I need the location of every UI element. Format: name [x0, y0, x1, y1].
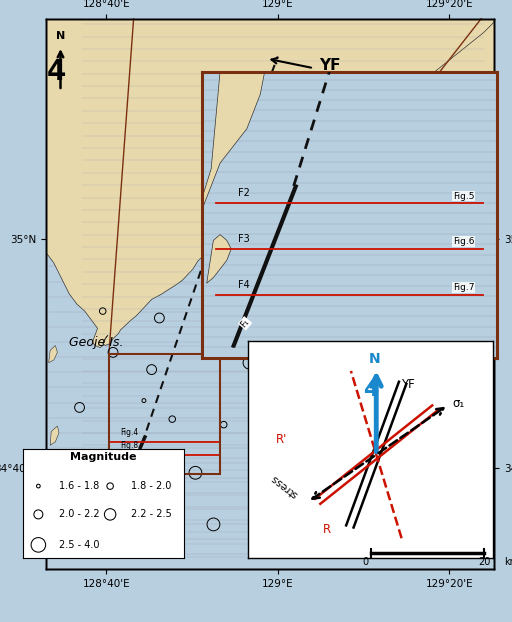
Text: km: km: [504, 557, 512, 567]
Point: [34, 509, 42, 519]
Text: F₁: F₁: [239, 317, 251, 330]
Polygon shape: [50, 426, 59, 445]
Text: Fig.6: Fig.6: [453, 238, 474, 246]
Polygon shape: [46, 19, 494, 348]
Text: YF: YF: [401, 378, 415, 391]
Text: F4: F4: [238, 280, 250, 290]
Text: Magnitude: Magnitude: [71, 452, 137, 462]
Text: 1.8 - 2.0: 1.8 - 2.0: [131, 481, 172, 491]
Point: [34, 481, 42, 491]
Point: [75, 402, 83, 412]
Text: F2: F2: [238, 188, 250, 198]
Text: Fig.5: Fig.5: [453, 192, 474, 200]
Point: [140, 396, 148, 406]
Text: Fig.7: Fig.7: [453, 283, 474, 292]
Text: 2.5 - 4.0: 2.5 - 4.0: [59, 540, 100, 550]
Point: [147, 364, 156, 374]
Text: Fig.4: Fig.4: [121, 428, 139, 437]
Polygon shape: [51, 476, 61, 495]
Text: 1.6 - 1.8: 1.6 - 1.8: [59, 481, 99, 491]
Text: F3: F3: [238, 234, 250, 244]
Point: [191, 468, 200, 478]
Point: [232, 310, 241, 320]
Text: stress: stress: [269, 472, 300, 499]
Text: Fig.8: Fig.8: [121, 441, 139, 450]
Point: [99, 306, 107, 316]
Text: N: N: [369, 352, 380, 366]
Text: F₁: F₁: [132, 448, 143, 459]
Point: [150, 454, 158, 464]
Text: 4: 4: [363, 379, 378, 399]
Point: [106, 509, 114, 519]
Polygon shape: [46, 19, 494, 205]
Text: F₁: F₁: [225, 172, 236, 184]
Point: [168, 414, 176, 424]
Point: [135, 506, 143, 516]
Point: [330, 509, 338, 519]
Text: Geoje Is.: Geoje Is.: [69, 335, 124, 348]
Text: 2.2 - 2.5: 2.2 - 2.5: [131, 509, 172, 519]
Polygon shape: [49, 345, 57, 363]
Point: [155, 313, 163, 323]
Point: [209, 519, 218, 529]
Point: [34, 540, 42, 550]
Text: YF: YF: [319, 58, 340, 73]
Text: 4: 4: [47, 58, 66, 86]
Text: R': R': [276, 433, 288, 446]
Text: 20: 20: [478, 557, 490, 567]
Point: [170, 533, 179, 543]
Text: ?: ?: [75, 547, 83, 562]
Text: σ₁: σ₁: [453, 397, 465, 410]
Bar: [109, 354, 220, 474]
Point: [106, 481, 114, 491]
Polygon shape: [202, 72, 265, 209]
Point: [220, 420, 228, 430]
Point: [245, 358, 253, 368]
Polygon shape: [207, 234, 231, 283]
Text: R: R: [323, 523, 331, 536]
Text: 2.0 - 2.2: 2.0 - 2.2: [59, 509, 100, 519]
Point: [253, 488, 261, 498]
Point: [315, 378, 323, 388]
Text: 0: 0: [362, 557, 368, 567]
Text: N: N: [56, 31, 65, 42]
Point: [75, 454, 83, 464]
Point: [109, 348, 117, 358]
